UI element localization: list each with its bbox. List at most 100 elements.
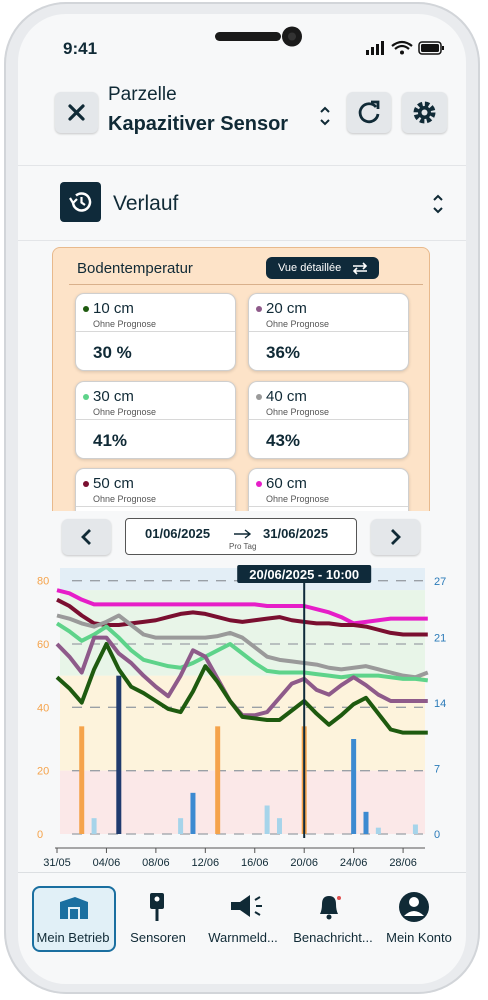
- tile-divider: [76, 331, 235, 332]
- y2-tick-label: 21: [434, 632, 446, 644]
- y-tick-label: 0: [37, 829, 43, 841]
- nav-label[interactable]: Sensoren: [130, 930, 186, 945]
- status-time: 9:41: [63, 39, 98, 58]
- line: [55, 621, 429, 683]
- bar: [91, 818, 97, 834]
- x-tick-label: 20/06: [290, 857, 318, 869]
- line: [56, 613, 429, 680]
- sensor-value: 30 %: [93, 343, 132, 362]
- sensor-label: 10 cm: [93, 300, 134, 317]
- y-tick-label: 60: [37, 639, 49, 651]
- bar: [363, 811, 369, 834]
- next-icon: [391, 529, 401, 545]
- sensor-sub: Ohne Prognose: [266, 406, 330, 417]
- settings-button[interactable]: [402, 92, 447, 133]
- sensor-value: 36%: [266, 343, 301, 362]
- bar: [375, 827, 381, 834]
- y-tick-label: 40: [37, 702, 49, 714]
- sensor-tile: 40 cm Ohne Prognose 43%: [248, 380, 409, 459]
- sensor-sub: Ohne Prognose: [93, 319, 157, 329]
- cursor-label-box: [237, 565, 372, 583]
- line: [56, 597, 428, 637]
- sensor-tile: 20 cm Ohne Prognose 36%: [248, 293, 409, 371]
- nav-label[interactable]: Warnmeld...: [208, 930, 278, 945]
- card-divider: [69, 284, 423, 285]
- y2-tick-label: 0: [434, 829, 440, 841]
- header-title: Parzelle: [108, 84, 177, 105]
- sensor-card: Bodentemperatur Vue détaillée 10 cm Ohne …: [52, 247, 430, 511]
- range-arrow: [234, 529, 252, 539]
- prev-icon: [81, 529, 91, 545]
- prev-button[interactable]: [62, 519, 111, 555]
- next-button[interactable]: [371, 519, 420, 555]
- range-box[interactable]: 01/06/2025 31/06/2025 Pro Tag: [125, 518, 357, 555]
- range-end: 31/06/2025: [263, 526, 329, 541]
- nav-icons: [60, 892, 429, 922]
- cursor-label: 20/06/2025 - 10:00: [249, 567, 359, 582]
- tile-divider: [76, 418, 235, 420]
- divider: [18, 240, 466, 241]
- x-tick-label: 28/06: [389, 857, 417, 869]
- sensor-value: 41%: [93, 430, 128, 450]
- tile-divider: [249, 331, 408, 332]
- y-tick-label: 20: [37, 766, 49, 778]
- tile-divider: [76, 506, 235, 507]
- x-tick-label: 04/06: [93, 857, 121, 869]
- sensor-dot: [83, 306, 89, 312]
- header-subtitle: Kapazitiver Sensor: [108, 113, 289, 135]
- section-chevrons[interactable]: [430, 192, 446, 216]
- range-start: 01/06/2025: [145, 526, 211, 541]
- close-icon: [68, 104, 85, 121]
- y2-tick-label: 27: [434, 576, 446, 588]
- sensor-dot: [83, 393, 89, 400]
- range-sub: Pro Tag: [229, 542, 257, 551]
- detail-button-label: Vue détaillée: [278, 262, 342, 274]
- bar: [276, 818, 282, 834]
- bar: [412, 824, 418, 834]
- x-tick-label: 31/05: [43, 857, 71, 869]
- detail-button[interactable]: Vue détaillée: [266, 257, 379, 279]
- history-icon: [69, 192, 92, 212]
- nav-label[interactable]: Benachricht...: [293, 930, 373, 945]
- refresh-button[interactable]: [347, 92, 391, 133]
- sensor-label: 30 cm: [93, 387, 134, 405]
- sensor-sub: Ohne Prognose: [266, 319, 330, 329]
- bar: [264, 805, 270, 834]
- sensor-label: 50 cm: [93, 475, 134, 492]
- bar: [178, 818, 184, 834]
- sensor-tile: 10 cm Ohne Prognose 30 %: [75, 293, 236, 371]
- bar: [351, 739, 357, 834]
- nav-label[interactable]: Mein Betrieb: [36, 930, 110, 945]
- sensor-label: 20 cm: [266, 300, 307, 317]
- close-button[interactable]: [55, 92, 98, 133]
- sensor-dot: [256, 393, 262, 400]
- nav-label[interactable]: Mein Konto: [386, 930, 452, 945]
- sensor-tile: 50 cm Ohne Prognose: [75, 468, 236, 511]
- tile-divider: [249, 506, 408, 507]
- y2-tick-label: 14: [434, 698, 446, 710]
- x-tick-label: 12/06: [192, 857, 220, 869]
- bar: [215, 726, 221, 834]
- sensor-dot: [256, 481, 262, 487]
- select-chevrons[interactable]: [317, 104, 333, 128]
- zone: [60, 770, 425, 834]
- sensor-sub: Ohne Prognose: [266, 494, 330, 504]
- sensor-dot: [256, 306, 262, 312]
- divider: [18, 165, 466, 166]
- y-tick-label: 80: [37, 576, 49, 588]
- swap-icon: [352, 262, 368, 275]
- sensor-sub: Ohne Prognose: [93, 494, 157, 504]
- sensor-tile: 30 cm Ohne Prognose 41%: [75, 380, 236, 459]
- refresh-icon: [358, 100, 380, 124]
- nav-active: [32, 886, 116, 952]
- chart: 0 20 40 60 80 0 7 14 21 27 31/05 04/06 08/06 12/06 16/…: [37, 565, 446, 869]
- sensor-label: 60 cm: [266, 475, 307, 492]
- bar: [79, 726, 85, 834]
- x-tick-label: 24/06: [340, 857, 368, 869]
- line: [55, 642, 428, 735]
- x-tick-label: 16/06: [241, 857, 269, 869]
- history-icon-box: [60, 182, 101, 222]
- settings-icon: [413, 101, 436, 124]
- sensor-dot: [83, 481, 89, 487]
